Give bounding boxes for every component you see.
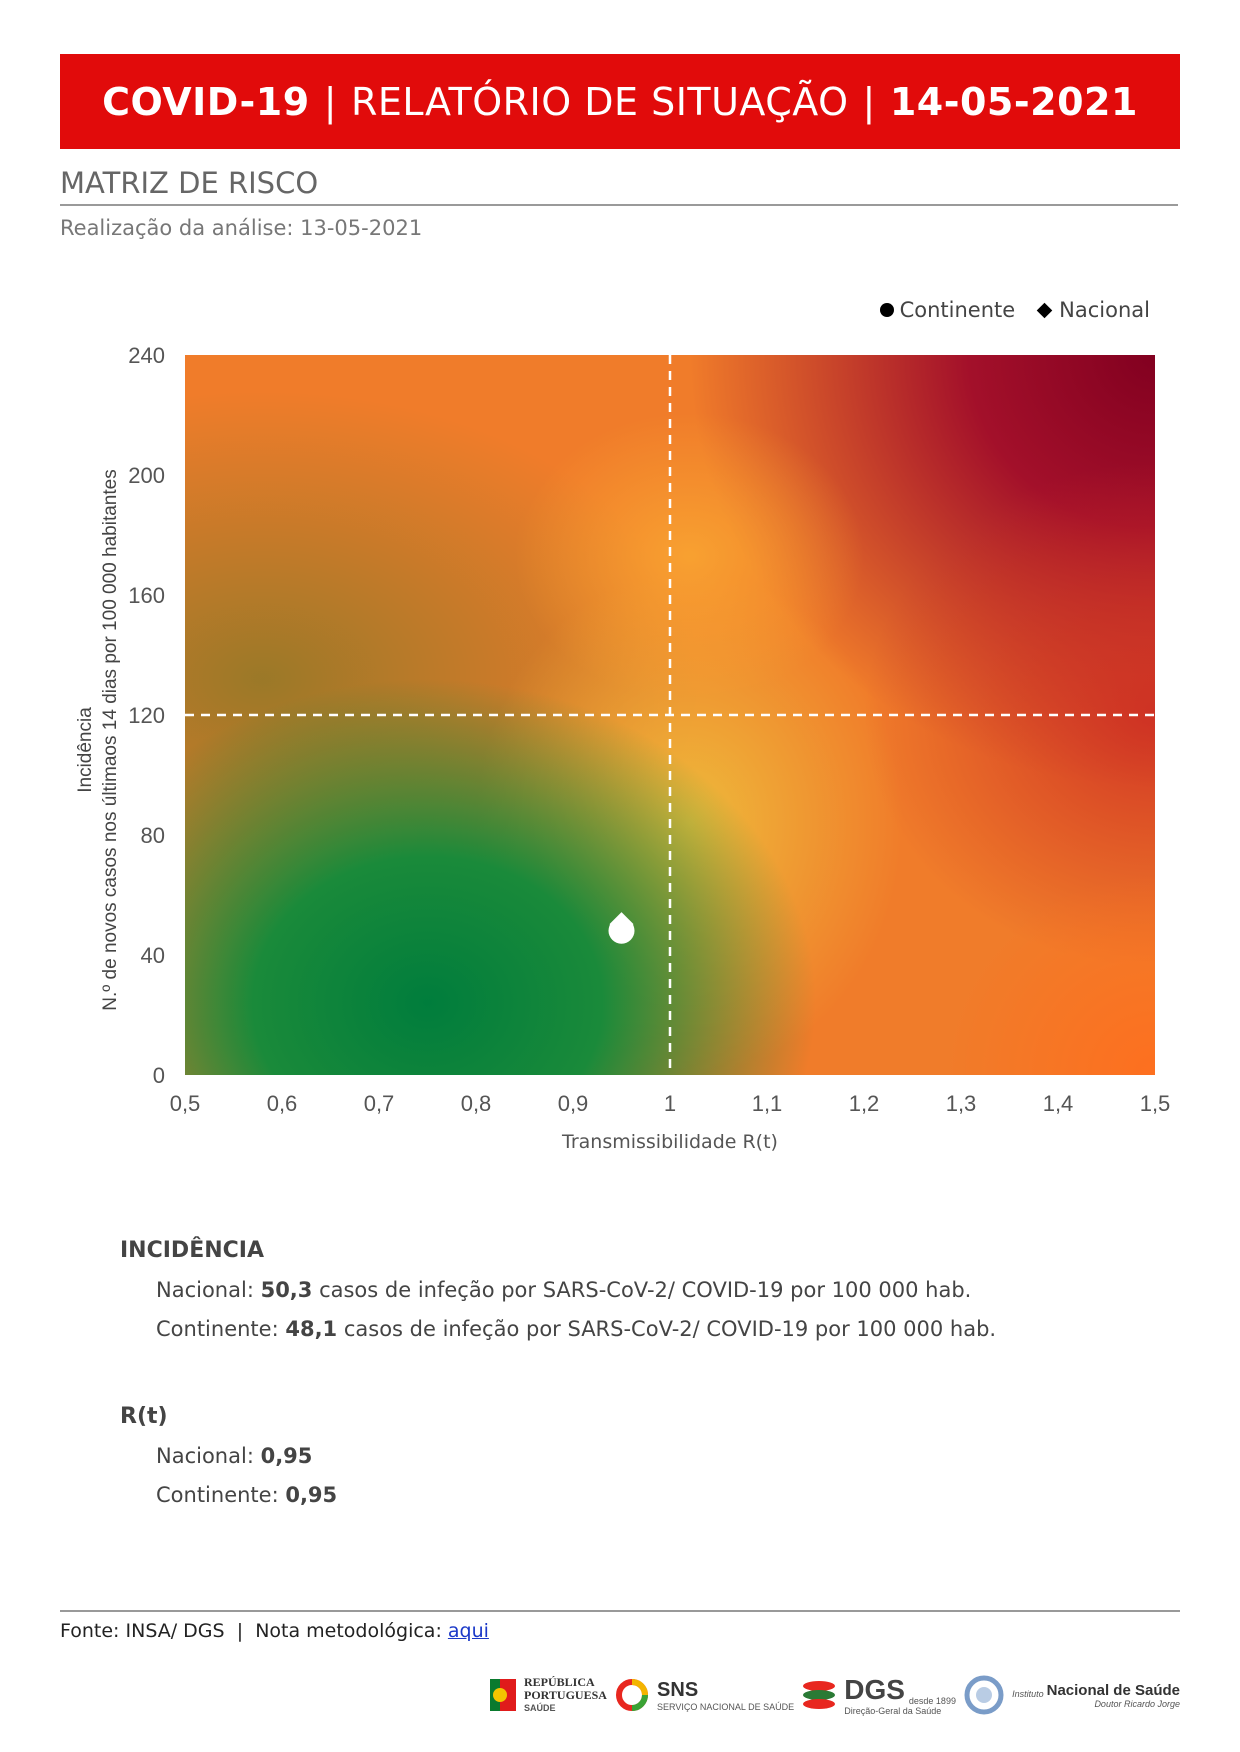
y-tick-label: 200 [128,463,165,488]
header-date: 14-05-2021 [889,79,1138,124]
x-tick-label: 1 [664,1091,676,1116]
incidencia-section: INCIDÊNCIA Nacional: 50,3 casos de infeç… [120,1238,996,1341]
rt-section: R(t) Nacional: 0,95 Continente: 0,95 [120,1404,337,1507]
incidencia-continente: Continente: 48,1 casos de infeção por SA… [156,1317,997,1341]
circle-marker-icon [879,303,894,317]
x-axis-label: Transmissibilidade R(t) [561,1131,778,1153]
incidencia-continente-value: 48,1 [285,1317,338,1341]
methodology-link[interactable]: aqui [447,1620,489,1642]
risk-matrix-chart: 0,5 0,6 0,7 0,8 0,9 1 1,1 1,2 1,3 1,4 1,5 0 40 80 120 1… [75,343,1171,1153]
y-tick-label: 160 [128,583,165,608]
sns-logo: SNS SERVIÇO NACIONAL DE SAÚDE [615,1678,794,1712]
legend-nacional: Nacional [1036,298,1150,322]
x-tick-label: 0,9 [558,1091,589,1116]
footer-source: Fonte: INSA/ DGS | Nota metodológica: aq… [60,1620,489,1642]
incidencia-nacional: Nacional: 50,3 casos de infeção por SARS… [156,1278,972,1302]
data-point-nacional [609,912,634,937]
x-tick-label: 1,1 [752,1091,783,1116]
rt-heading: R(t) [120,1404,168,1429]
x-tick-label: 1,2 [849,1091,880,1116]
footer-divider [60,1610,1180,1612]
footer-logos: REPÚBLICA PORTUGUESA SAÚDE SNS SERVIÇO N… [490,1665,1180,1725]
chart-legend: Continente Nacional [879,298,1150,322]
y-tick-label: 0 [153,1063,165,1088]
header-separator: | [323,79,337,124]
rt-continente: Continente: 0,95 [156,1483,338,1507]
republica-portuguesa-logo: REPÚBLICA PORTUGUESA SAÚDE [490,1675,607,1715]
y-tick-label: 120 [128,703,165,728]
x-tick-label: 0,6 [267,1091,298,1116]
insa-logo: Instituto Nacional de Saúde Doutor Ricar… [964,1675,1180,1715]
dgs-logo: DGS desde 1899 Direção-Geral da Saúde [802,1674,956,1716]
x-tick-label: 1,5 [1140,1091,1171,1116]
x-tick-label: 1,3 [946,1091,977,1116]
rt-continente-value: 0,95 [285,1483,338,1507]
insa-circle-icon [964,1675,1004,1715]
x-tick-label: 0,7 [364,1091,395,1116]
sns-ring-icon [616,1679,649,1711]
footer-nota-label: Nota metodológica: [255,1620,442,1642]
y-tick-label: 80 [141,823,165,848]
x-tick-label: 1,4 [1043,1091,1074,1116]
legend-continente-label: Continente [899,298,1016,322]
y-axis-label-detail: N.º de novos casos nos últimaos 14 dias … [100,469,121,1010]
header-covid: COVID-19 [102,79,310,124]
rt-nacional-value: 0,95 [260,1444,313,1468]
legend-continente: Continente [879,298,1016,322]
header-separator-2: | [862,79,876,124]
rt-nacional: Nacional: 0,95 [156,1444,313,1468]
portugal-shield-icon [490,1679,516,1711]
section-title: MATRIZ DE RISCO [60,166,1178,206]
x-tick-label: 0,5 [170,1091,201,1116]
analysis-date: Realização da análise: 13-05-2021 [60,216,423,240]
y-axis-label: Incidência [75,707,96,793]
x-tick-label: 0,8 [461,1091,492,1116]
y-tick-label: 40 [141,943,165,968]
legend-nacional-label: Nacional [1059,298,1150,322]
footer-fonte: Fonte: INSA/ DGS [60,1620,225,1642]
report-header-banner: COVID-19 | RELATÓRIO DE SITUAÇÃO | 14-05… [60,54,1180,149]
incidencia-nacional-value: 50,3 [260,1278,313,1302]
incidencia-heading: INCIDÊNCIA [120,1238,264,1263]
y-tick-label: 240 [128,343,165,368]
header-title: RELATÓRIO DE SITUAÇÃO [351,79,849,124]
dgs-stack-icon [803,1681,836,1709]
